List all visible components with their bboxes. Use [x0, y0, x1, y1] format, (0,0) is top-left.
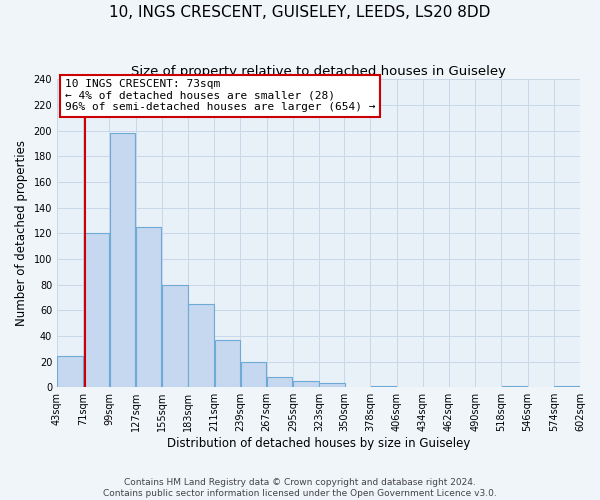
- Bar: [83, 233, 109, 387]
- Text: Contains HM Land Registry data © Crown copyright and database right 2024.
Contai: Contains HM Land Registry data © Crown c…: [103, 478, 497, 498]
- Text: 10, INGS CRESCENT, GUISELEY, LEEDS, LS20 8DD: 10, INGS CRESCENT, GUISELEY, LEEDS, LS20…: [109, 5, 491, 20]
- Bar: [502, 386, 527, 387]
- Bar: [215, 340, 240, 387]
- Bar: [188, 304, 214, 387]
- Bar: [371, 386, 396, 387]
- Y-axis label: Number of detached properties: Number of detached properties: [15, 140, 28, 326]
- Bar: [554, 386, 580, 387]
- Bar: [58, 356, 83, 387]
- Bar: [136, 227, 161, 387]
- X-axis label: Distribution of detached houses by size in Guiseley: Distribution of detached houses by size …: [167, 437, 470, 450]
- Bar: [319, 384, 345, 387]
- Title: Size of property relative to detached houses in Guiseley: Size of property relative to detached ho…: [131, 65, 506, 78]
- Text: 10 INGS CRESCENT: 73sqm
← 4% of detached houses are smaller (28)
96% of semi-det: 10 INGS CRESCENT: 73sqm ← 4% of detached…: [65, 79, 376, 112]
- Bar: [162, 284, 188, 387]
- Bar: [241, 362, 266, 387]
- Bar: [293, 381, 319, 387]
- Bar: [267, 377, 292, 387]
- Bar: [110, 133, 135, 387]
